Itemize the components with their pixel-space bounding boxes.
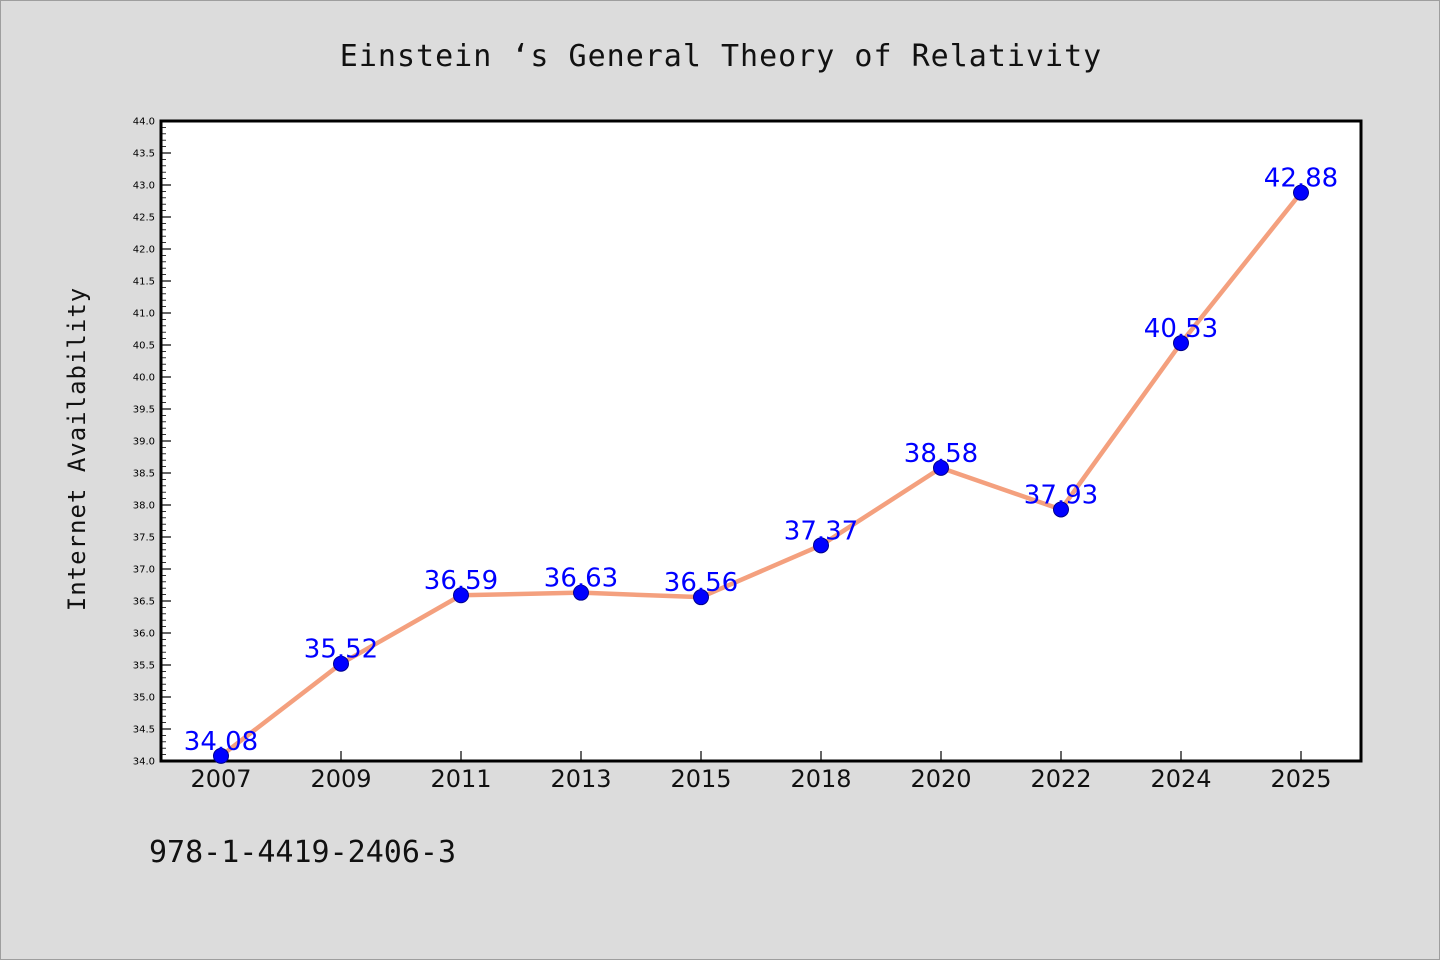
x-tick-label: 2022 <box>1030 765 1091 793</box>
y-tick-label: 38.0 <box>133 501 155 512</box>
y-tick-label: 41.0 <box>133 309 155 320</box>
x-tick-label: 2025 <box>1270 765 1331 793</box>
y-tick-label: 38.5 <box>133 469 155 480</box>
y-tick-label: 42.5 <box>133 213 155 224</box>
y-tick-label: 43.5 <box>133 149 155 160</box>
x-tick-label: 2007 <box>190 765 251 793</box>
data-point <box>1173 335 1189 352</box>
y-tick-label: 39.5 <box>133 405 155 416</box>
data-label: 35.52 <box>304 635 378 665</box>
data-point <box>1293 184 1309 201</box>
x-tick-label: 2018 <box>790 765 851 793</box>
data-label: 36.59 <box>424 566 498 596</box>
y-tick-label: 35.0 <box>133 693 155 704</box>
data-point <box>333 655 349 672</box>
data-label: 37.93 <box>1024 480 1098 510</box>
data-point <box>693 589 709 606</box>
data-point <box>213 747 229 764</box>
data-markers <box>213 184 1309 764</box>
data-point <box>453 587 469 604</box>
y-tick-label: 36.0 <box>133 629 155 640</box>
x-tick-label: 2015 <box>670 765 731 793</box>
y-tick-label: 36.5 <box>133 597 155 608</box>
y-tick-label: 43.0 <box>133 181 155 192</box>
x-tick-label: 2013 <box>550 765 611 793</box>
y-tick-label: 37.5 <box>133 533 155 544</box>
x-tick-label: 2009 <box>310 765 371 793</box>
y-tick-label: 41.5 <box>133 277 155 288</box>
data-point <box>813 537 829 554</box>
data-label: 36.63 <box>544 564 618 594</box>
data-labels: 34.08 35.52 36.59 36.63 36.56 37.37 38.58 37.93… <box>184 164 1338 757</box>
x-tick-label: 2011 <box>430 765 491 793</box>
y-tick-label: 42.0 <box>133 245 155 256</box>
data-label: 36.56 <box>664 568 738 598</box>
chart-title: Einstein ‘s General Theory of Relativity <box>339 39 1103 74</box>
y-tick-label: 44.0 <box>133 117 155 128</box>
x-tick-label: 2024 <box>1150 765 1211 793</box>
x-axis-ticks: 2007 2009 2011 2013 2015 2018 2020 2022 2024 2025 <box>190 751 1332 793</box>
y-tick-label: 40.0 <box>133 373 155 384</box>
data-label: 37.37 <box>784 516 858 546</box>
y-tick-label: 39.0 <box>133 437 155 448</box>
data-point <box>1053 501 1069 518</box>
x-tick-label: 2020 <box>910 765 971 793</box>
data-label: 34.08 <box>184 727 258 757</box>
y-tick-label: 35.5 <box>133 661 155 672</box>
isbn-footnote: 978-1-4419-2406-3 <box>149 835 457 870</box>
data-label: 42.88 <box>1264 164 1338 194</box>
y-tick-label: 37.0 <box>133 565 155 576</box>
data-label: 38.58 <box>904 439 978 469</box>
data-label: 40.53 <box>1144 314 1218 344</box>
data-point <box>933 459 949 476</box>
series-line <box>219 191 1303 758</box>
y-tick-label: 40.5 <box>133 341 155 352</box>
y-axis-ticks: 34.0 34.5 35.0 35.5 36.0 36.5 37.0 37.5 38.0 38.5… <box>133 117 171 768</box>
y-tick-label: 34.5 <box>133 725 155 736</box>
y-tick-label: 34.0 <box>133 757 155 768</box>
data-point <box>573 584 589 601</box>
